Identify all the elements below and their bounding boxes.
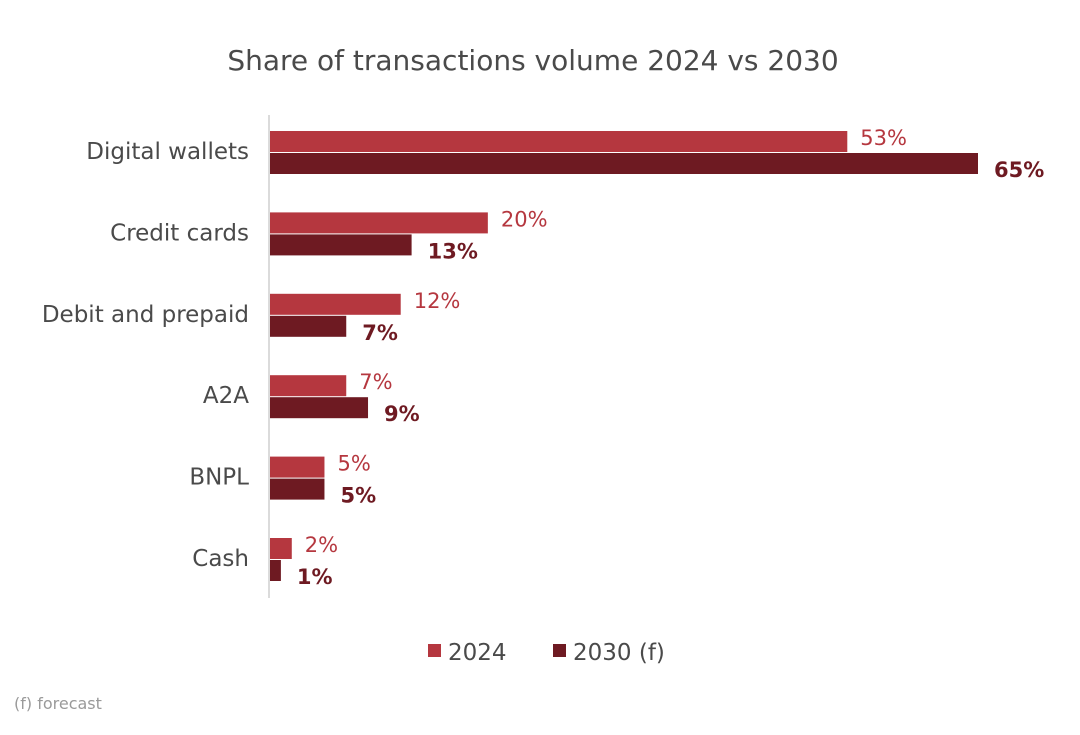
bar-2024-cash	[270, 538, 292, 559]
category-label-bnpl: BNPL	[189, 465, 249, 491]
data-label-2024-credit-cards: 20%	[501, 207, 548, 231]
bar-2024-credit-cards	[270, 212, 488, 234]
category-label-digital-wallets: Digital wallets	[86, 139, 249, 165]
footnote: (f) forecast	[14, 694, 102, 713]
bar-2030-a2a	[270, 397, 369, 419]
bars-layer: Digital wallets 53% 65% Credit cards 20% 13% D…	[42, 126, 1044, 589]
data-label-2024-a2a: 7%	[359, 370, 392, 394]
data-label-2024-bnpl: 5%	[337, 452, 370, 476]
chart-title: Share of transactions volume 2024 vs 203…	[227, 44, 838, 77]
data-label-2030-credit-cards: 13%	[428, 239, 478, 263]
bar-2030-bnpl	[270, 478, 325, 500]
data-label-2024-digital-wallets: 53%	[860, 126, 907, 150]
bar-2024-digital-wallets	[270, 131, 848, 152]
bar-2030-debit-and-prepaid	[270, 315, 347, 337]
bar-2030-cash	[270, 560, 281, 581]
legend-swatch-2030	[553, 644, 566, 657]
category-label-debit-and-prepaid: Debit and prepaid	[42, 302, 249, 328]
bar-2030-credit-cards	[270, 234, 412, 256]
data-label-2030-bnpl: 5%	[340, 484, 376, 508]
bar-2024-bnpl	[270, 456, 325, 478]
legend-label-2024: 2024	[448, 640, 507, 666]
bar-2030-digital-wallets	[270, 153, 978, 174]
data-label-2030-debit-and-prepaid: 7%	[362, 321, 398, 345]
bar-2024-debit-and-prepaid	[270, 293, 401, 315]
bar-2024-a2a	[270, 375, 347, 397]
legend: 2024 2030 (f)	[428, 640, 665, 666]
data-label-2030-cash: 1%	[297, 565, 333, 589]
data-label-2030-digital-wallets: 65%	[994, 158, 1044, 182]
legend-swatch-2024	[428, 644, 441, 657]
data-label-2024-debit-and-prepaid: 12%	[414, 289, 461, 313]
category-label-cash: Cash	[192, 546, 249, 572]
category-label-a2a: A2A	[203, 383, 249, 409]
data-label-2024-cash: 2%	[305, 533, 338, 557]
category-label-credit-cards: Credit cards	[110, 220, 249, 246]
legend-label-2030: 2030 (f)	[573, 640, 665, 666]
data-label-2030-a2a: 9%	[384, 402, 420, 426]
